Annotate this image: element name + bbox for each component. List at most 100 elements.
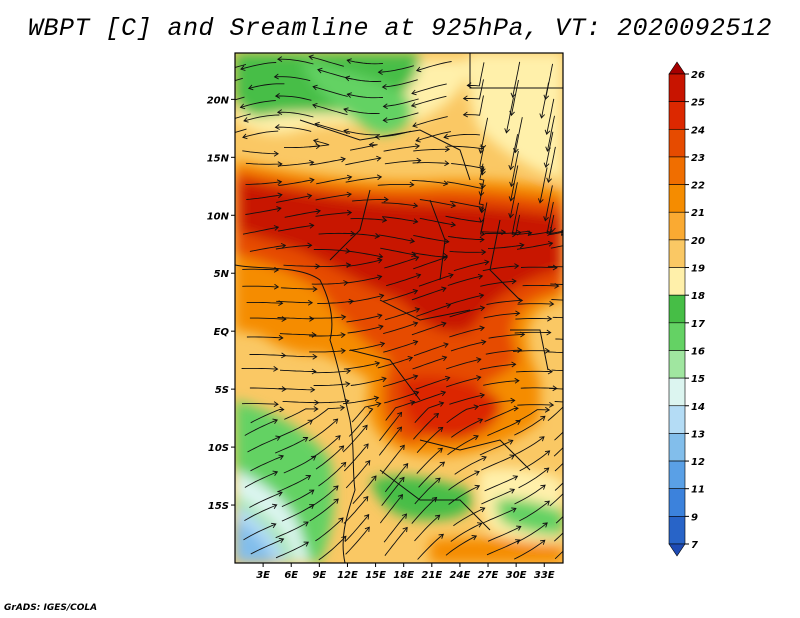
- lat-tick-label: 15N: [207, 153, 230, 164]
- streamline: [381, 216, 418, 223]
- streamline: [277, 58, 314, 65]
- streamline-arrowhead: [416, 157, 422, 164]
- streamline-arrowhead: [575, 533, 580, 538]
- streamline-arrowhead: [575, 430, 579, 435]
- streamline: [480, 219, 506, 233]
- streamline: [539, 167, 548, 203]
- lon-axis: 3E 6E 9E 12E 15E 18E 21E 24E 27E 30E 33E: [256, 563, 555, 581]
- streamline-arrowhead: [544, 450, 551, 456]
- streamline: [479, 363, 516, 370]
- streamline-arrowhead: [462, 111, 469, 118]
- streamline-arrowhead: [542, 522, 548, 528]
- streamline: [315, 123, 351, 134]
- streamline: [413, 413, 439, 440]
- streamline: [315, 212, 352, 217]
- streamline: [484, 231, 521, 235]
- streamline-arrowhead: [508, 196, 515, 202]
- streamline-arrowhead: [516, 525, 522, 531]
- streamline: [279, 369, 316, 372]
- streamline: [349, 342, 385, 351]
- streamline-arrowhead: [442, 255, 449, 261]
- streamline: [411, 391, 446, 405]
- streamline-arrowhead: [512, 475, 519, 481]
- streamline: [414, 514, 441, 542]
- streamline-arrowhead: [310, 386, 316, 393]
- streamline: [449, 250, 486, 253]
- streamline: [311, 407, 345, 421]
- streamline: [510, 79, 519, 116]
- streamline-arrowhead: [333, 498, 339, 504]
- streamline: [278, 387, 315, 391]
- streamline-arrowhead: [515, 419, 521, 426]
- streamline: [308, 334, 346, 337]
- streamline: [516, 522, 548, 543]
- streamline: [547, 406, 563, 422]
- streamline: [483, 380, 519, 386]
- colorbar-label: 18: [691, 291, 705, 302]
- streamline-arrowhead: [313, 406, 319, 412]
- streamline: [548, 387, 563, 390]
- streamline: [513, 436, 545, 456]
- streamline-arrowhead: [402, 526, 408, 533]
- streamline: [278, 179, 314, 187]
- streamline: [345, 176, 382, 183]
- streamline: [242, 268, 279, 271]
- streamline: [510, 134, 519, 170]
- streamline-arrowhead: [212, 136, 216, 141]
- streamline-arrowhead: [508, 213, 514, 219]
- streamline: [343, 443, 369, 472]
- streamline-arrowhead: [444, 238, 450, 245]
- streamline: [318, 535, 347, 561]
- streamline: [343, 232, 380, 237]
- lon-tick-label: 18E: [393, 570, 414, 581]
- streamline: [309, 316, 346, 319]
- streamline: [235, 77, 243, 82]
- streamline: [249, 244, 286, 252]
- colorbar-swatch: [668, 128, 686, 158]
- streamline-arrowhead: [474, 484, 481, 491]
- streamline-arrowhead: [346, 209, 353, 216]
- streamline: [514, 484, 546, 505]
- streamline: [553, 532, 563, 542]
- streamline-arrowhead: [312, 353, 318, 360]
- streamline: [384, 308, 420, 321]
- streamline-arrowhead: [240, 65, 246, 71]
- streamline-arrowhead: [333, 485, 339, 491]
- streamline: [281, 504, 315, 522]
- streamline-arrowhead: [239, 103, 246, 110]
- streamline: [413, 234, 449, 243]
- streamline: [347, 59, 383, 65]
- streamline-arrowhead: [438, 401, 445, 407]
- streamline: [413, 148, 450, 152]
- lon-tick-label: 6E: [284, 570, 298, 581]
- streamline-arrowhead: [435, 477, 441, 483]
- streamline: [446, 405, 479, 424]
- lat-tick-label: EQ: [214, 327, 230, 338]
- colorbar-label: 12: [691, 457, 705, 468]
- streamline-arrowhead: [477, 418, 484, 424]
- streamline-arrowhead: [441, 321, 447, 327]
- streamline-arrowhead: [585, 316, 589, 321]
- streamline: [345, 77, 382, 82]
- streamline: [419, 199, 456, 207]
- streamline-arrowhead: [376, 401, 382, 408]
- streamline-arrowhead: [443, 342, 449, 348]
- streamline: [279, 333, 316, 336]
- colorbar-bottom-arrow: [668, 543, 686, 557]
- streamline: [309, 498, 339, 522]
- streamline: [250, 408, 284, 424]
- streamline-arrowhead: [274, 93, 281, 99]
- streamline: [522, 284, 559, 287]
- streamline: [381, 477, 405, 506]
- streamline: [463, 95, 484, 116]
- streamline: [485, 349, 522, 355]
- colorbar-swatch: [668, 294, 686, 324]
- streamline-arrowhead: [575, 405, 579, 410]
- streamline: [242, 226, 279, 235]
- streamline-arrowhead: [448, 272, 454, 279]
- streamline-arrowhead: [409, 237, 416, 244]
- streamline-arrowhead: [273, 73, 279, 80]
- streamline: [450, 341, 486, 352]
- streamline: [451, 418, 483, 438]
- streamline: [379, 412, 402, 441]
